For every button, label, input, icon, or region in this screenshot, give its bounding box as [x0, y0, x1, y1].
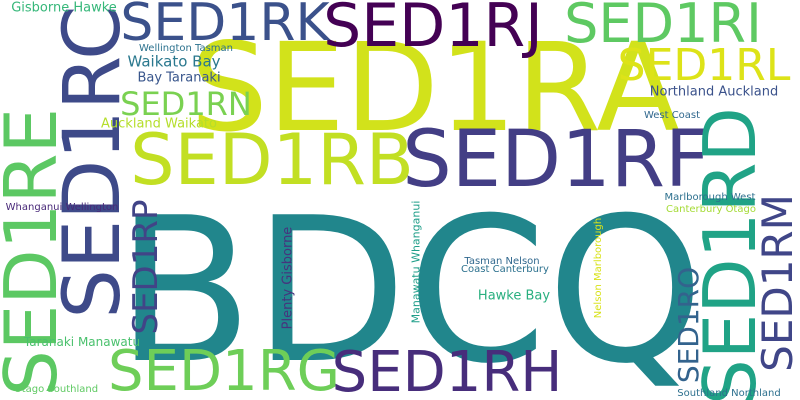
word-manawatu-whanganui: Manawatu Whanganui: [409, 200, 423, 324]
word-sed1rn: SED1RN: [120, 85, 252, 123]
word-sed1rf: SED1RF: [402, 115, 710, 205]
word-sed1rh: SED1RH: [331, 340, 563, 400]
word-marlborough-west: Marlborough West: [664, 192, 756, 203]
word-northland-auckland: Northland Auckland: [649, 84, 779, 100]
word-sed1rp: SED1RP: [126, 199, 166, 335]
word-gisborne-hawke: Gisborne Hawke: [11, 0, 117, 16]
word-west-coast: West Coast: [643, 110, 701, 121]
word-plenty-gisborne: Plenty Gisborne: [280, 226, 296, 330]
word-canterbury-otago: Canterbury Otago: [666, 204, 756, 215]
word-sed1rg: SED1RG: [108, 339, 340, 400]
word-tasman-nelson: Tasman Nelson: [464, 256, 540, 267]
word-sed1rj: SED1RJ: [323, 0, 543, 61]
word-bay-taranaki: Bay Taranaki: [137, 70, 221, 86]
word-sed1ro: SED1RO: [672, 266, 705, 384]
word-sed1rk: SED1RK: [120, 0, 330, 53]
word-whanganui-wellington: Whanganui Wellington: [5, 202, 119, 213]
word-otago-southland: Otago Southland: [13, 384, 99, 395]
word-southland-northland: Southland Northland: [677, 388, 781, 399]
word-wellington-tasman: Wellington Tasman: [138, 43, 234, 54]
word-auckland-waikato: Auckland Waikato: [101, 116, 217, 132]
word-sed1rm: SED1RM: [753, 194, 800, 372]
word-sed1ra: SED1RA: [190, 17, 680, 159]
word-bdcq: BDCQ: [115, 175, 705, 400]
word-nelson-marlborough: Nelson Marlborough: [593, 217, 604, 319]
word-waikato-bay: Waikato Bay: [127, 52, 221, 71]
word-sed1rl: SED1RL: [617, 40, 791, 91]
word-sed1rb: SED1RB: [130, 119, 414, 201]
word-sed1ri: SED1RI: [564, 0, 762, 55]
word-hawke-bay: Hawke Bay: [477, 288, 551, 304]
word-coast-canterbury: Coast Canterbury: [461, 264, 549, 275]
word-sed1re: SED1RE: [0, 108, 73, 396]
word-taranaki-manawatu: Taranaki Manawatu: [23, 335, 141, 349]
